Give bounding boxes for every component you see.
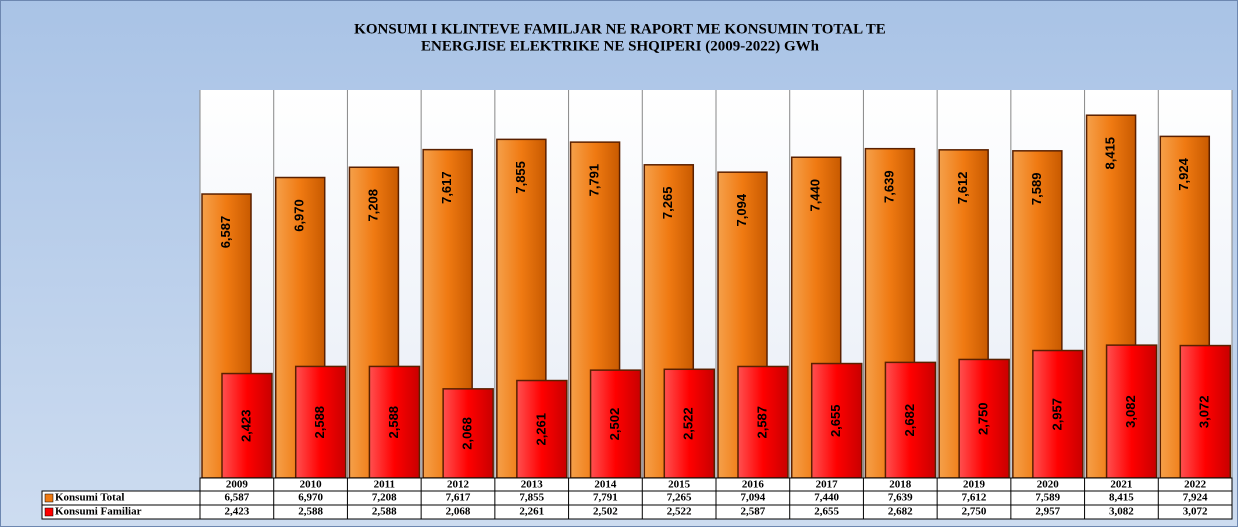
legend-label: Konsumi Total	[55, 492, 124, 504]
x-tick-label: 2022	[1184, 479, 1207, 491]
data-label: 2,522	[681, 407, 696, 440]
table-value: 7,855	[519, 492, 544, 504]
table-value: 8,415	[1109, 492, 1134, 504]
x-tick-label: 2016	[742, 479, 765, 491]
bar	[810, 362, 863, 479]
data-label: 7,617	[439, 171, 454, 204]
data-label: 3,082	[1123, 395, 1138, 428]
table-value: 2,587	[740, 506, 765, 518]
data-label: 2,261	[533, 413, 548, 446]
table-value: 2,502	[593, 506, 618, 518]
table-value: 7,440	[814, 492, 839, 504]
legend-swatch	[44, 493, 54, 503]
table-value: 7,791	[593, 492, 618, 504]
bar	[958, 358, 1010, 479]
data-label: 3,072	[1197, 396, 1212, 429]
bar	[1105, 344, 1158, 479]
data-label: 2,588	[312, 406, 327, 439]
table-value: 7,589	[1035, 492, 1060, 504]
data-label: 2,587	[754, 406, 769, 439]
bar	[737, 365, 789, 479]
table-value: 2,588	[372, 506, 397, 518]
x-tick-label: 2009	[226, 479, 249, 491]
x-tick-label: 2021	[1110, 479, 1132, 491]
data-label: 7,612	[955, 172, 970, 205]
data-label: 7,094	[734, 193, 749, 226]
data-label: 8,415	[1103, 137, 1118, 170]
table-value: 2,423	[224, 506, 249, 518]
table-value: 2,655	[814, 506, 839, 518]
table-value: 7,617	[446, 492, 471, 504]
table-value: 6,587	[224, 492, 249, 504]
bar	[1032, 349, 1084, 479]
x-tick-label: 2020	[1037, 479, 1060, 491]
data-label: 2,682	[902, 404, 917, 437]
chart-title: KONSUMI I KLINTEVE FAMILJAR NE RAPORT ME…	[354, 21, 886, 37]
table-value: 2,068	[446, 506, 471, 518]
data-label: 7,639	[881, 170, 896, 203]
data-label: 2,502	[607, 408, 622, 441]
data-label: 2,588	[386, 406, 401, 439]
bar	[442, 388, 494, 479]
data-label: 7,924	[1176, 157, 1191, 190]
table-value: 2,750	[962, 506, 987, 518]
legend-label: Konsumi Familiar	[55, 506, 142, 518]
x-tick-label: 2013	[521, 479, 544, 491]
bar	[368, 365, 421, 479]
x-tick-label: 2015	[668, 479, 691, 491]
data-label: 7,208	[365, 189, 380, 222]
x-tick-label: 2017	[816, 479, 839, 491]
table-value: 7,265	[667, 492, 692, 504]
data-label: 2,655	[828, 404, 843, 437]
data-label: 6,970	[292, 199, 307, 232]
data-label: 7,589	[1029, 173, 1044, 206]
data-label: 6,587	[218, 216, 233, 249]
table-value: 3,072	[1183, 506, 1208, 518]
bar	[663, 368, 716, 479]
table-value: 7,094	[740, 492, 765, 504]
x-tick-label: 2019	[963, 479, 986, 491]
data-label: 7,265	[660, 187, 675, 220]
table-value: 6,970	[298, 492, 323, 504]
bar	[294, 365, 347, 479]
table-value: 2,682	[888, 506, 913, 518]
table-value: 2,261	[519, 506, 544, 518]
table-value: 2,588	[298, 506, 323, 518]
data-label: 2,957	[1049, 398, 1064, 431]
bar	[884, 361, 937, 479]
chart-title: ENERGJISE ELEKTRIKE NE SHQIPERI (2009-20…	[421, 38, 820, 54]
bar	[221, 372, 273, 479]
table-value: 2,957	[1035, 506, 1060, 518]
x-tick-label: 2018	[889, 479, 912, 491]
x-tick-label: 2014	[594, 479, 617, 491]
legend-swatch	[44, 507, 54, 517]
x-tick-label: 2012	[447, 479, 470, 491]
table-value: 2,522	[667, 506, 692, 518]
data-label: 2,423	[238, 409, 253, 442]
x-tick-label: 2010	[300, 479, 323, 491]
table-value: 3,082	[1109, 506, 1134, 518]
table-value: 7,639	[888, 492, 913, 504]
data-label: 7,855	[513, 161, 528, 194]
data-label: 2,068	[460, 417, 475, 450]
table-value: 7,924	[1183, 492, 1208, 504]
x-tick-label: 2011	[374, 479, 395, 491]
data-label: 7,791	[587, 164, 602, 197]
data-label: 7,440	[808, 179, 823, 212]
table-value: 7,208	[372, 492, 397, 504]
table-value: 7,612	[962, 492, 987, 504]
data-label: 2,750	[976, 402, 991, 435]
